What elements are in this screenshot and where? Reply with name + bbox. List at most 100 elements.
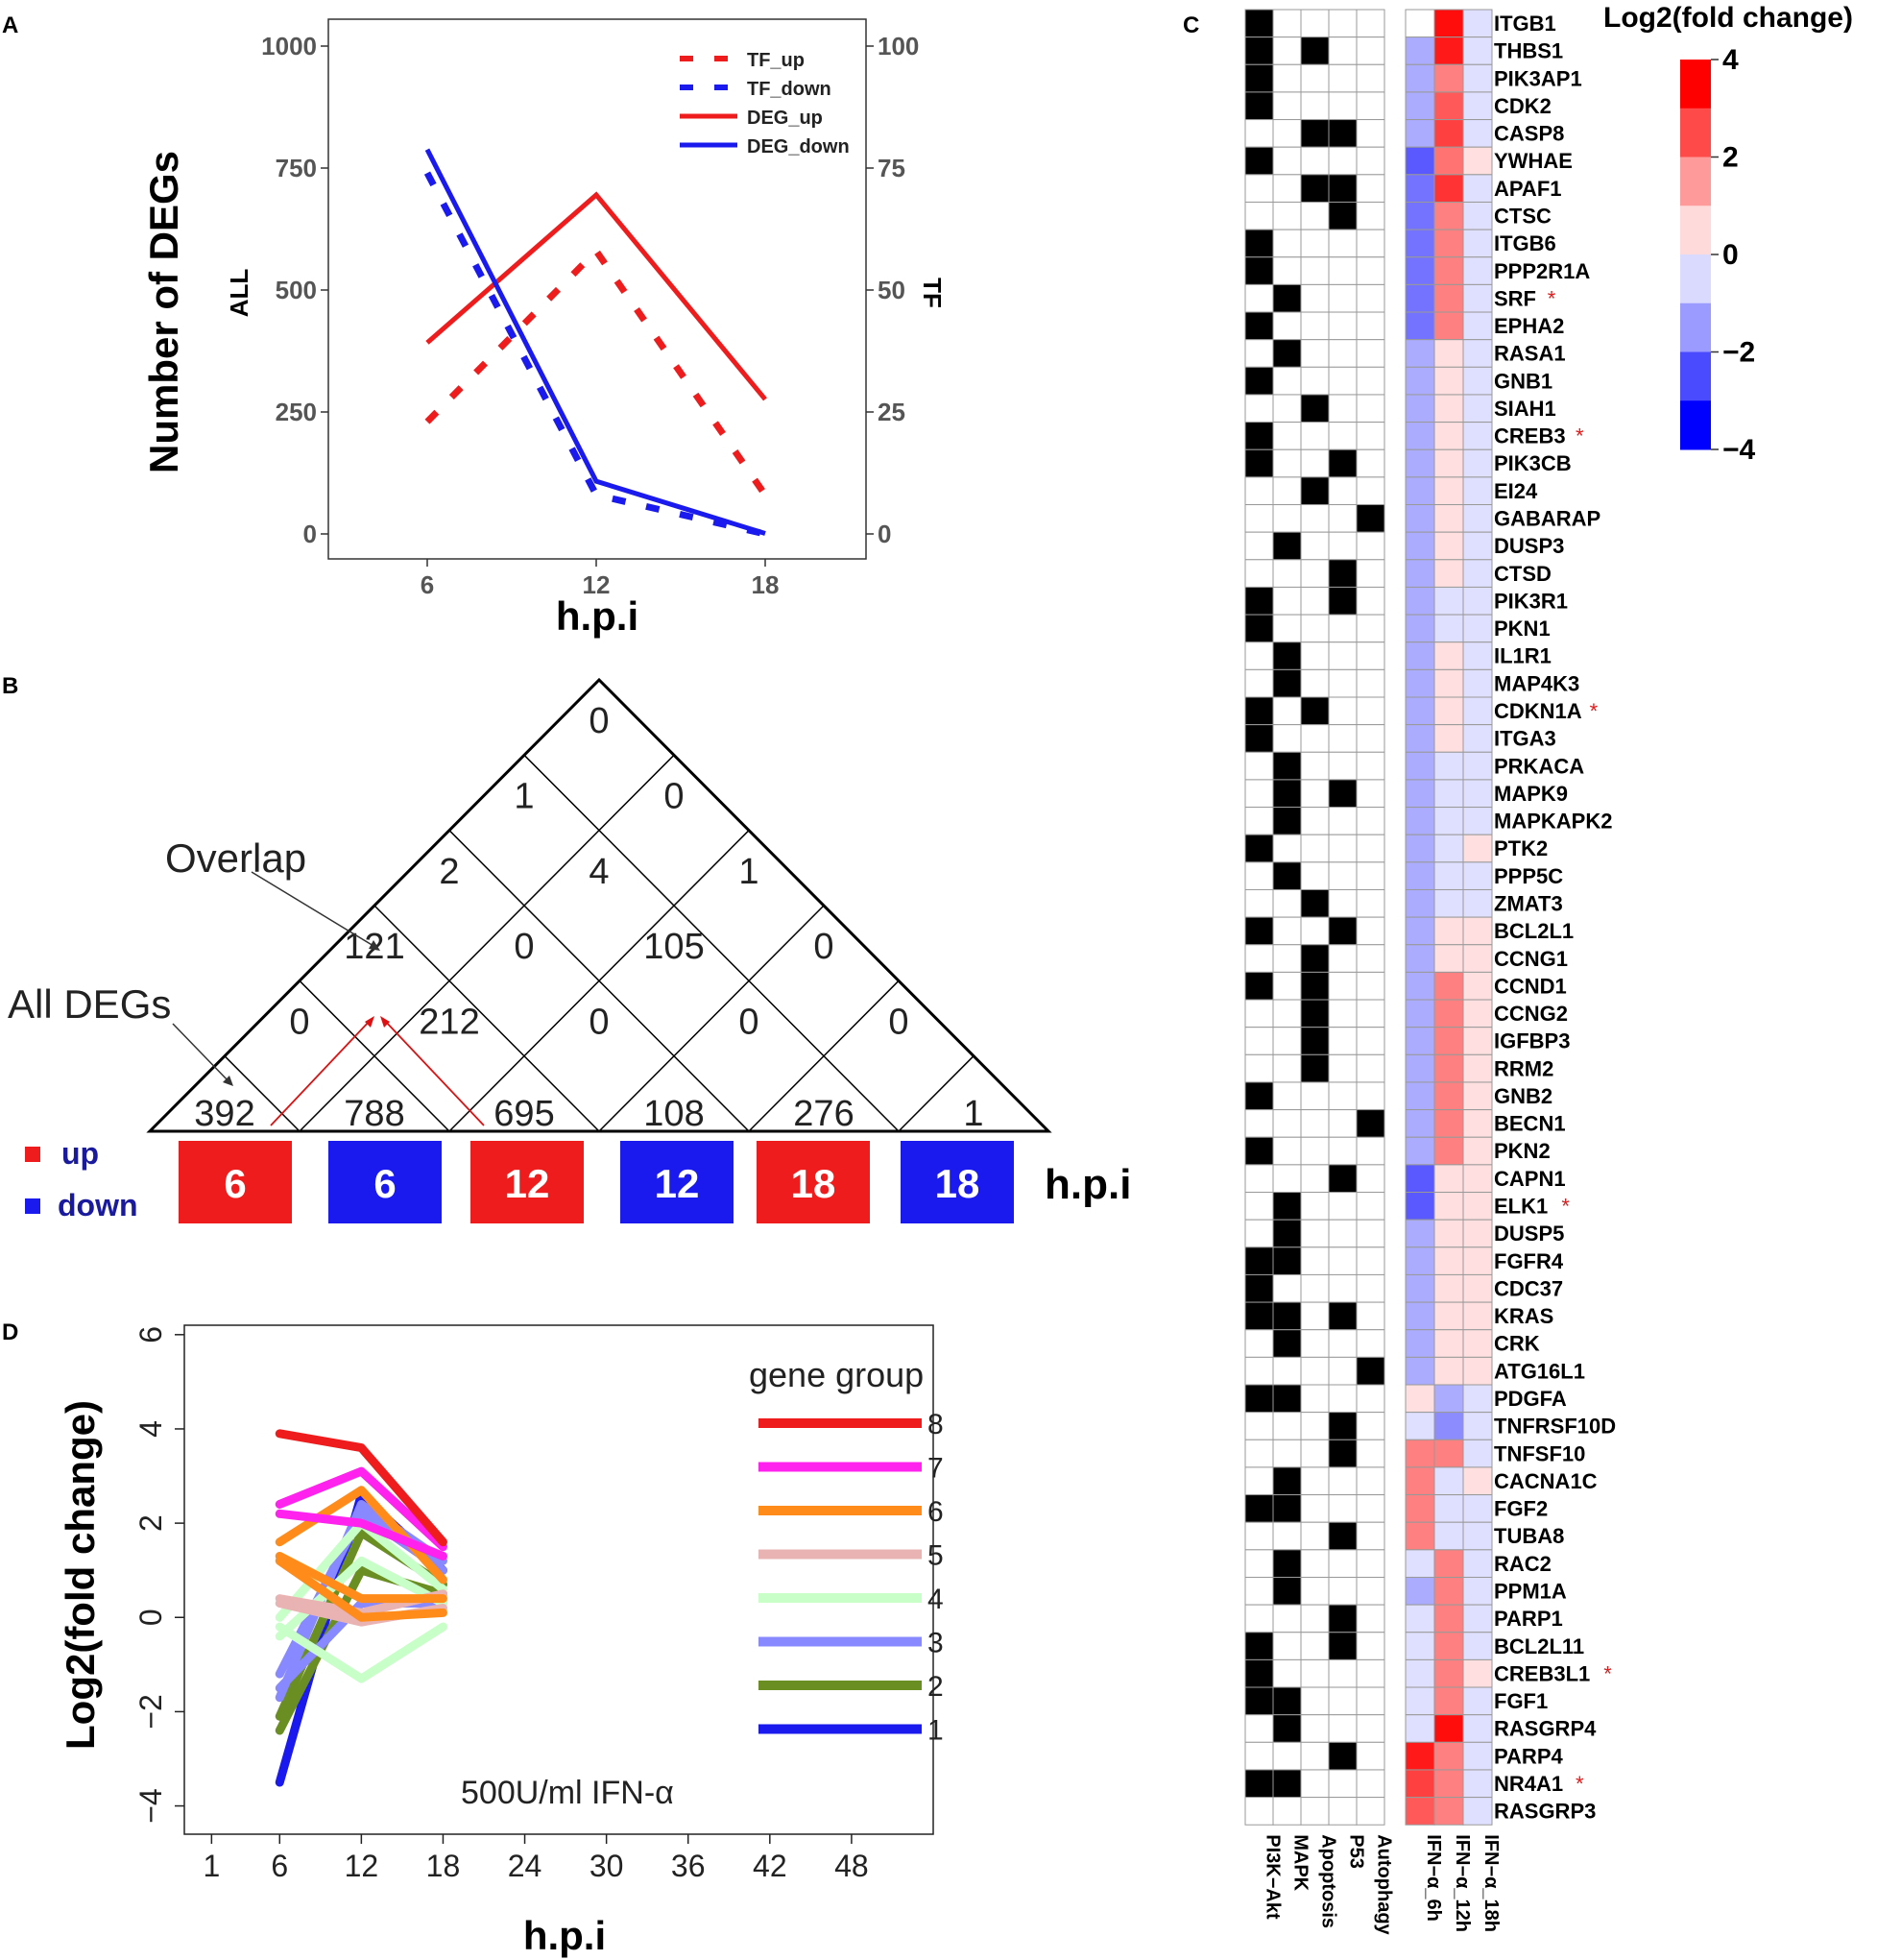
pathway-cell [1244, 696, 1274, 726]
gene-label: ITGA3 [1494, 727, 1556, 751]
pathway-column-label: MAPK [1290, 1834, 1311, 1891]
overlap-count: 788 [344, 1094, 404, 1134]
pathway-cell [1272, 1658, 1302, 1688]
fc-cell [1405, 1081, 1435, 1111]
gene-label: THBS1 [1494, 39, 1563, 63]
pathway-cell [1272, 1136, 1302, 1166]
pathway-cell [1244, 1714, 1274, 1743]
pathway-cell [1328, 807, 1358, 835]
pathway-cell [1356, 119, 1385, 148]
fc-cell [1433, 1027, 1464, 1055]
fc-cell [1433, 1384, 1464, 1414]
pathway-cell [1244, 1164, 1274, 1194]
fc-cell [1405, 1192, 1435, 1221]
fc-cell [1405, 916, 1435, 946]
legend-label-2: 2 [927, 1671, 944, 1703]
pathway-cell [1328, 1714, 1358, 1743]
fc-cell [1462, 229, 1493, 258]
fc-cell [1433, 834, 1464, 863]
pathway-cell [1244, 1246, 1274, 1275]
gene-label: FGFR4 [1494, 1249, 1564, 1273]
pathway-cell [1328, 861, 1358, 890]
legend-label-DEG_up: DEG_up [747, 108, 823, 129]
fc-cell [1433, 448, 1464, 478]
gene-label: EI24 [1494, 479, 1538, 503]
fc-cell [1405, 394, 1435, 423]
pathway-cell [1300, 971, 1330, 1001]
pathway-cell [1328, 366, 1358, 396]
pathway-cell [1356, 1576, 1385, 1606]
fc-cell [1433, 999, 1464, 1028]
fc-cell [1405, 1604, 1435, 1633]
a-ytick-right-label: 0 [878, 520, 891, 548]
pathway-cell [1244, 1053, 1274, 1083]
pathway-cell [1244, 63, 1274, 93]
pathway-cell [1244, 283, 1274, 313]
pathway-cell [1272, 834, 1302, 863]
pathway-cell [1356, 91, 1385, 121]
pathway-cell [1300, 63, 1330, 93]
pathway-cell [1328, 1797, 1358, 1826]
pathway-column-label: PI3K−Akt [1263, 1834, 1284, 1920]
fc-cell [1405, 476, 1435, 506]
pathway-cell [1272, 1439, 1302, 1468]
fc-cell [1462, 1769, 1493, 1799]
pathway-cell [1272, 1521, 1302, 1551]
pathway-cell [1244, 1604, 1274, 1633]
pathway-cell [1272, 91, 1302, 121]
fc-cell [1462, 146, 1493, 176]
pathway-cell [1328, 339, 1358, 368]
pathway-cell [1356, 1246, 1385, 1275]
d-ytick-label: 0 [133, 1609, 168, 1626]
fc-cell [1433, 614, 1464, 643]
pathway-cell [1328, 119, 1358, 148]
pathway-cell [1356, 1273, 1385, 1303]
overlap-count: 0 [589, 1003, 609, 1043]
pathway-cell [1356, 366, 1385, 396]
fc-cell [1405, 944, 1435, 973]
pathway-cell [1328, 751, 1358, 781]
pathway-cell [1300, 1658, 1330, 1688]
pathway-cell [1356, 9, 1385, 38]
pathway-cell [1328, 283, 1358, 313]
pathway-cell [1328, 174, 1358, 203]
gene-star: * [1576, 424, 1584, 448]
pathway-cell [1244, 1192, 1274, 1221]
gene-label: ATG16L1 [1494, 1359, 1585, 1383]
gene-label: PPP2R1A [1494, 259, 1590, 283]
pathway-cell [1356, 311, 1385, 341]
pathway-cell [1328, 559, 1358, 588]
pathway-cell [1272, 1053, 1302, 1083]
pathway-cell [1356, 807, 1385, 835]
pathway-cell [1356, 614, 1385, 643]
fc-cell [1462, 531, 1493, 561]
pathway-cell [1328, 944, 1358, 973]
pathway-cell [1272, 1576, 1302, 1606]
pathway-cell [1244, 339, 1274, 368]
pathway-cell [1244, 1412, 1274, 1440]
fc-cell [1462, 724, 1493, 753]
legend-label-5: 5 [927, 1540, 944, 1572]
gene-label: MAPKAPK2 [1494, 810, 1612, 834]
pathway-cell [1272, 1632, 1302, 1660]
fc-cell [1433, 63, 1464, 93]
pathway-cell [1356, 1412, 1385, 1440]
fc-cell [1462, 476, 1493, 506]
pathway-cell [1328, 888, 1358, 918]
hpi-box [901, 1141, 1014, 1223]
fc-cell [1433, 422, 1464, 450]
fc-cell [1462, 256, 1493, 285]
pathway-cell [1300, 146, 1330, 176]
fc-cell [1405, 751, 1435, 781]
pathway-cell [1356, 1192, 1385, 1221]
fc-cell [1433, 1164, 1464, 1194]
pathway-cell [1300, 1027, 1330, 1055]
fc-cell [1405, 146, 1435, 176]
fc-cell [1462, 91, 1493, 121]
hpi-box [620, 1141, 734, 1223]
pathway-cell [1244, 1136, 1274, 1166]
series-line-DEG_down [424, 148, 766, 536]
a-ytick-left-label: 750 [276, 154, 317, 182]
gene-label: GNB1 [1494, 369, 1552, 393]
pathway-cell [1356, 36, 1385, 65]
